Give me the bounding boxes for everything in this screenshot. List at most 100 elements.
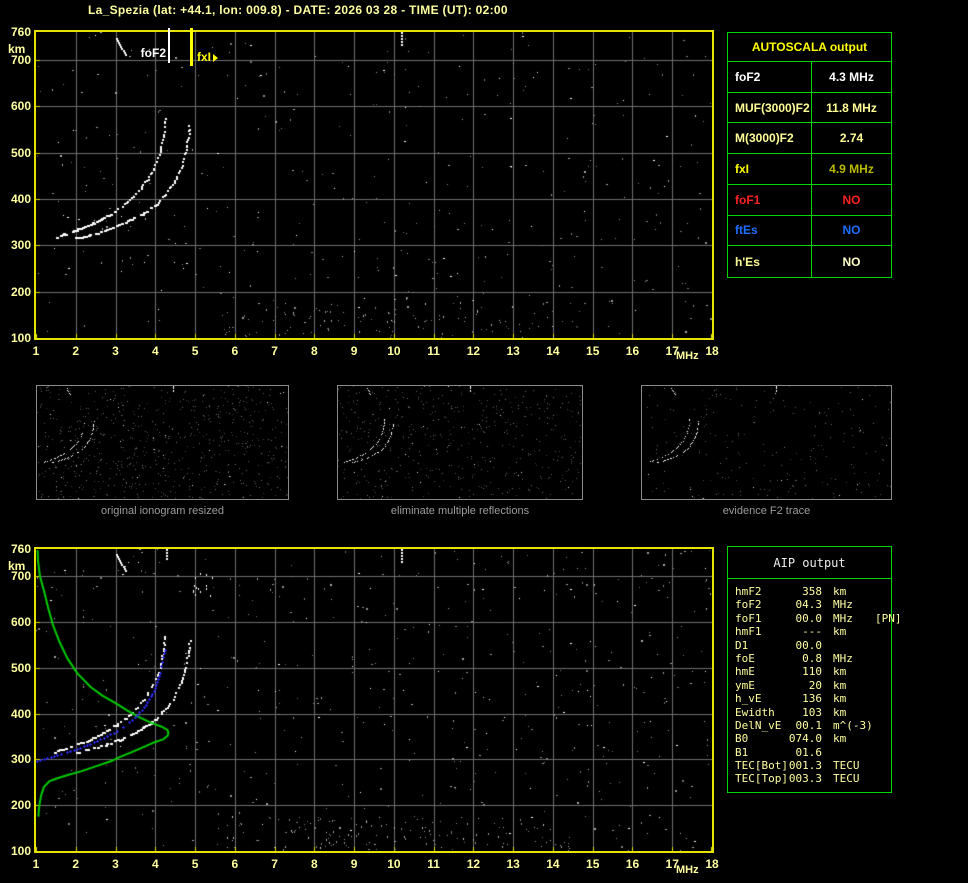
x-tick-label: 4 bbox=[151, 344, 159, 358]
aip-row-value: 01.6 bbox=[795, 745, 823, 759]
aip-row-extra bbox=[875, 746, 891, 759]
aip-row-value: 358 bbox=[802, 585, 822, 598]
y-tick-label: 500 bbox=[10, 145, 31, 160]
x-tick-label: 14 bbox=[546, 857, 560, 871]
aip-row-value: 001.3 bbox=[788, 759, 822, 773]
x-tick-label: 9 bbox=[350, 857, 358, 871]
aip-row-unit: km bbox=[833, 665, 847, 679]
aip-row-value: 074.0 bbox=[788, 732, 822, 746]
bottom-ionogram-plot bbox=[34, 547, 714, 853]
foF2-marker-line bbox=[168, 28, 170, 63]
aip-gap bbox=[822, 665, 833, 678]
thumbnail-original-canvas bbox=[37, 386, 288, 499]
aip-gap bbox=[822, 652, 833, 665]
aip-gap bbox=[822, 612, 833, 625]
top-ionogram-plot bbox=[34, 30, 714, 340]
thumbnail-caption-evidence: evidence F2 trace bbox=[722, 505, 811, 517]
autoscala-row-label: MUF(3000)F2 bbox=[728, 92, 812, 123]
aip-row: Ewidth 103 km bbox=[735, 706, 891, 719]
autoscala-row: foF1 NO bbox=[728, 184, 891, 216]
autoscala-row-label: M(3000)F2 bbox=[728, 123, 812, 154]
x-tick-label: 10 bbox=[387, 344, 401, 358]
x-tick-label: 16 bbox=[625, 344, 640, 358]
aip-gap bbox=[822, 639, 833, 652]
aip-row-value: --- bbox=[802, 625, 822, 639]
thumbnail-caption-original: original ionogram resized bbox=[101, 505, 224, 517]
top-x-axis-unit-label: MHz bbox=[676, 350, 699, 362]
aip-row-label: B1 bbox=[735, 745, 749, 759]
autoscala-row: ftEs NO bbox=[728, 215, 891, 247]
x-tick-label: 3 bbox=[112, 857, 119, 871]
aip-row-value: 20 bbox=[808, 678, 822, 692]
aip-row: B1 01.6 bbox=[735, 746, 891, 759]
aip-row-label: hmE bbox=[735, 665, 755, 679]
aip-row-label: D1 bbox=[735, 638, 749, 652]
autoscala-row: foF2 4.3 MHz bbox=[728, 62, 891, 93]
x-tick-label: 15 bbox=[586, 344, 600, 358]
aip-row-label: hmF2 bbox=[735, 585, 762, 598]
y-tick-label: 200 bbox=[10, 798, 31, 813]
autoscala-row: h'Es NO bbox=[728, 246, 891, 277]
aip-row-label: DelN_vE bbox=[735, 718, 782, 732]
bottom-y-axis-unit-label: km bbox=[8, 559, 26, 573]
aip-row-extra bbox=[875, 652, 891, 665]
aip-gap bbox=[822, 732, 833, 745]
x-tick-label: 1 bbox=[32, 857, 40, 871]
autoscala-row-value: 4.3 MHz bbox=[829, 69, 874, 84]
y-tick-label: 400 bbox=[10, 706, 31, 721]
aip-row-unit: km bbox=[833, 625, 847, 639]
aip-row-unit bbox=[833, 639, 875, 652]
y-tick-label: 700 bbox=[10, 569, 31, 584]
autoscala-output-table: AUTOSCALA output foF2 4.3 MHz MUF(3000)F2 1… bbox=[727, 32, 892, 278]
x-tick-label: 8 bbox=[311, 344, 318, 358]
autoscala-table-title: AUTOSCALA output bbox=[728, 33, 891, 62]
aip-table-title: AIP output bbox=[728, 547, 891, 579]
x-tick-label: 4 bbox=[151, 857, 159, 871]
x-tick-label: 13 bbox=[506, 857, 520, 871]
aip-output-table: AIP output hmF2 358 km foF2 04.3 MHz foF1 00.0 M… bbox=[727, 546, 902, 793]
autoscala-row-value: NO bbox=[842, 223, 861, 238]
aip-row-label: h_vE bbox=[735, 692, 762, 706]
y-tick-label: 500 bbox=[10, 660, 31, 675]
aip-row-value: 04.3 bbox=[795, 598, 823, 612]
aip-row-extra bbox=[875, 692, 891, 705]
autoscala-row-value: 11.8 MHz bbox=[826, 100, 877, 115]
aip-row-value: 110 bbox=[802, 665, 822, 679]
aip-row-unit: MHz bbox=[833, 651, 853, 665]
aip-row-value: 003.3 bbox=[788, 772, 822, 786]
autoscala-row-value: 4.9 MHz bbox=[829, 161, 874, 176]
x-tick-label: 5 bbox=[191, 857, 199, 871]
y-tick-label: 760 bbox=[10, 25, 31, 39]
aip-row-label: hmF1 bbox=[735, 625, 762, 639]
aip-row-value: 0.8 bbox=[802, 651, 822, 665]
aip-row: foE 0.8 MHz bbox=[735, 652, 891, 665]
aip-row-value: 00.0 bbox=[795, 611, 823, 625]
autoscala-row: MUF(3000)F2 11.8 MHz bbox=[728, 92, 891, 124]
y-tick-label: 300 bbox=[10, 752, 31, 767]
x-tick-label: 2 bbox=[72, 857, 80, 871]
x-tick-label: 7 bbox=[271, 857, 278, 871]
aip-row-unit: TECU bbox=[833, 772, 860, 786]
top-ionogram-canvas bbox=[36, 32, 712, 338]
aip-row-value: 00.0 bbox=[795, 638, 823, 652]
aip-row-unit: km bbox=[833, 705, 847, 719]
autoscala-row-value: 2.74 bbox=[839, 131, 864, 146]
aip-row-extra bbox=[875, 732, 891, 745]
autoscala-row-label: ftEs bbox=[728, 215, 812, 246]
thumbnail-evidence-f2 bbox=[641, 385, 892, 500]
aip-row-unit: TECU bbox=[833, 759, 860, 773]
x-tick-label: 6 bbox=[231, 344, 239, 358]
aip-row: foF2 04.3 MHz bbox=[735, 598, 891, 611]
y-tick-label: 200 bbox=[10, 284, 31, 299]
y-tick-label: 100 bbox=[10, 331, 31, 345]
aip-row-label: Ewidth bbox=[735, 705, 775, 719]
aip-gap bbox=[822, 772, 833, 785]
x-tick-label: 11 bbox=[427, 857, 440, 871]
autoscala-row-label: fxI bbox=[728, 154, 812, 184]
thumbnail-eliminate-canvas bbox=[338, 386, 582, 499]
aip-row: B0 074.0 km bbox=[735, 732, 891, 745]
aip-row: hmE 110 km bbox=[735, 665, 891, 678]
aip-row-extra bbox=[875, 625, 891, 638]
foF2-marker-label: foF2 bbox=[140, 46, 166, 60]
aip-gap bbox=[822, 598, 833, 611]
